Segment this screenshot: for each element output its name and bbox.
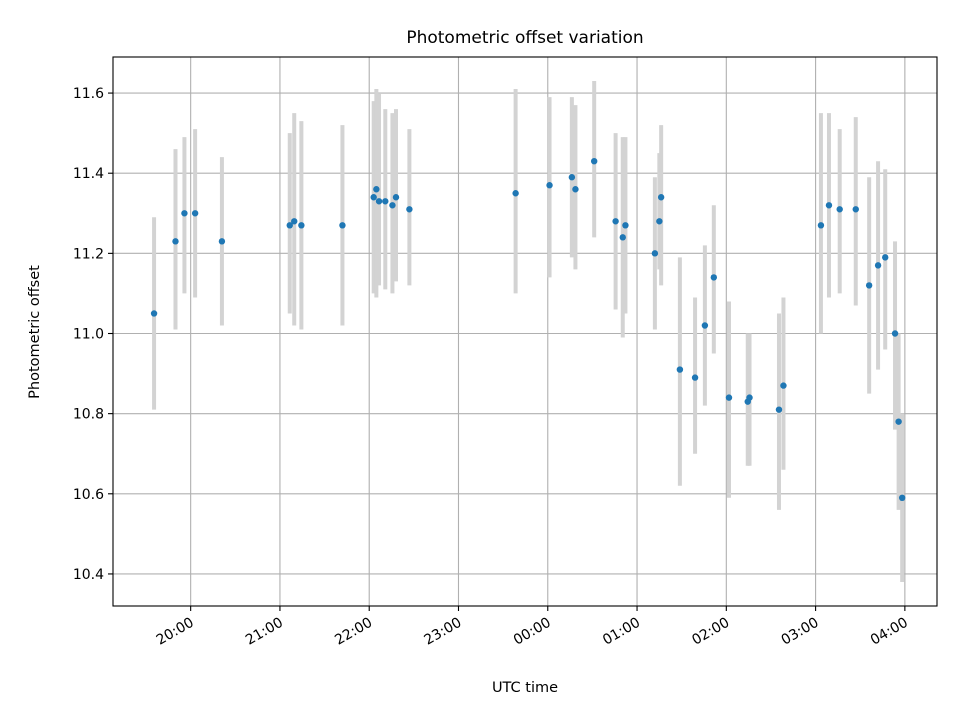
data-point [389,202,396,209]
data-point [150,310,158,317]
y-tick-label: 10.8 [73,407,104,423]
y-tick-label: 10.6 [73,487,104,503]
data-point [191,210,199,217]
data-point [370,194,377,201]
data-point [181,210,188,217]
data-point [651,250,659,257]
data-point [298,222,305,229]
data-point [852,206,859,213]
data-point [546,182,553,189]
data-point [775,406,783,413]
data-point [656,218,663,225]
data-point [895,418,902,425]
y-axis-label: Photometric offset [27,265,43,399]
data-point [392,194,400,201]
data-point [701,322,709,329]
data-points [150,157,906,502]
chart-title: Photometric offset variation [406,28,643,48]
data-point [373,186,380,193]
data-point [746,394,753,401]
y-axis-ticks: 10.4 10.6 10.8 11.0 11.2 11.4 11.6 [73,86,113,583]
data-point [512,190,519,197]
grid-lines [113,57,937,606]
data-point [382,198,389,205]
data-point [612,218,619,225]
y-tick-label: 11.4 [73,166,104,182]
data-point [710,274,718,281]
data-point [882,254,889,261]
y-tick-label: 11.2 [73,246,104,262]
data-point [619,234,626,241]
data-point [676,366,684,373]
data-point [172,238,179,245]
y-tick-label: 11.6 [73,86,104,102]
data-point [817,222,825,229]
y-tick-label: 10.4 [73,567,104,583]
data-point [568,174,576,181]
data-point [339,222,346,229]
data-point [780,382,787,389]
data-point [590,157,598,165]
data-point [291,218,298,225]
data-point [725,394,733,401]
data-point [891,330,899,337]
x-axis-label: UTC time [492,680,558,696]
data-point [836,206,843,213]
data-point [865,282,873,289]
data-point [874,262,882,269]
data-point [898,494,906,502]
data-point [572,186,579,193]
axes-frame [112,56,938,607]
data-point [406,206,413,213]
data-point [657,194,665,201]
data-point [218,238,226,245]
data-point [622,222,629,229]
data-point [286,222,293,229]
data-point [375,198,383,205]
data-point [825,202,833,209]
y-tick-label: 11.0 [73,327,104,343]
data-point [691,374,699,381]
